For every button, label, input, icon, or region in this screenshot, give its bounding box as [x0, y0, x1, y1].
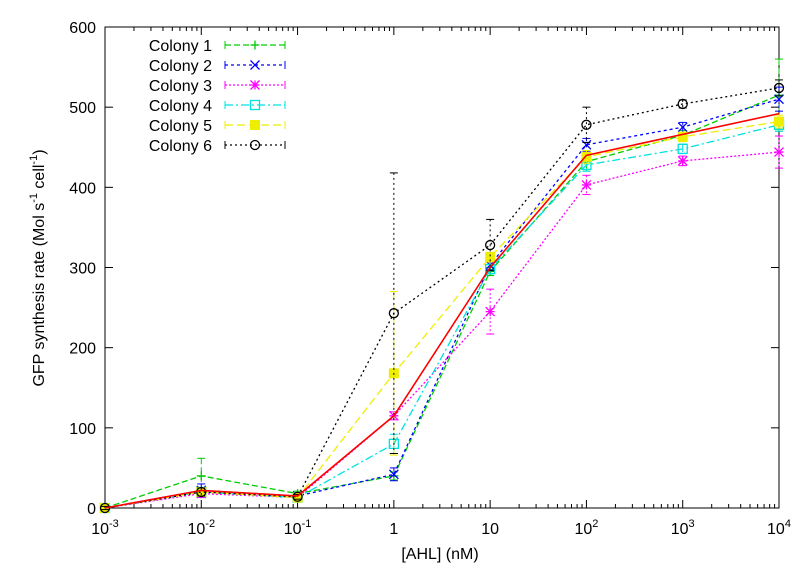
legend-swatch-marker	[249, 99, 261, 111]
series-line	[104, 98, 780, 509]
y-tick-label: 100	[69, 421, 96, 438]
data-point	[484, 239, 496, 251]
data-point	[388, 308, 400, 319]
legend-swatch-marker	[250, 60, 260, 70]
data-point	[388, 469, 399, 480]
series-7	[104, 112, 780, 509]
series-3	[100, 135, 784, 513]
data-point	[677, 98, 688, 110]
data-point	[581, 151, 592, 162]
series-line	[104, 124, 780, 509]
legend-label: Colony 5	[149, 118, 212, 135]
data-point	[581, 139, 592, 150]
y-axis-label-main: GFP synthesis rate (Mol s	[31, 203, 48, 387]
y-axis-label-end: )	[31, 149, 48, 154]
legend-label: Colony 4	[149, 98, 212, 115]
x-tick-label: 1	[389, 521, 398, 538]
legend-label: Colony 2	[149, 58, 212, 75]
legend-label: Colony 1	[149, 38, 212, 55]
y-axis-label-mid: cell	[31, 165, 48, 193]
y-tick-label: 0	[87, 501, 96, 518]
series-5	[100, 114, 784, 513]
data-point	[196, 471, 206, 481]
x-tick-label: 10-2	[187, 518, 215, 538]
data-point	[99, 502, 111, 514]
y-tick-label: 400	[69, 180, 96, 197]
data-point	[485, 252, 496, 263]
series-line	[104, 87, 780, 509]
y-axis-label-sup1: -1	[28, 193, 40, 203]
series-line	[104, 151, 780, 509]
legend-swatch-marker	[249, 139, 261, 151]
y-axis-label-sup2: -1	[28, 155, 40, 165]
data-point	[581, 119, 592, 130]
series-line	[104, 94, 780, 509]
y-axis-label: GFP synthesis rate (Mol s-1 cell-1)	[28, 149, 48, 386]
series-line	[104, 112, 780, 509]
data-point	[581, 179, 592, 190]
legend-label: Colony 3	[149, 78, 212, 95]
x-tick-label: 102	[574, 518, 598, 538]
data-point	[677, 122, 688, 133]
x-tick-label: 104	[767, 518, 791, 538]
data-point	[677, 131, 688, 142]
legend-swatch-marker	[250, 40, 260, 50]
y-tick-label: 500	[69, 100, 96, 117]
y-tick-label: 200	[69, 341, 96, 358]
x-tick-label: 10	[481, 521, 499, 538]
legend-swatch-marker	[250, 80, 260, 90]
y-tick-label: 600	[69, 20, 96, 37]
legend: Colony 1 Colony 2 Colony 3 Colony 4 Colony 5…	[149, 38, 286, 155]
data-point	[485, 306, 496, 317]
axes-frame: 0 100 200 300 400 500 600 10-3 10-2 10-1 1 10 102 103…	[69, 20, 791, 538]
data-point	[774, 116, 784, 127]
data-point	[677, 155, 688, 166]
data-point	[292, 491, 303, 502]
x-tick-label: 103	[671, 518, 695, 538]
series-layer	[99, 58, 785, 514]
legend-swatch-marker	[250, 120, 260, 130]
legend-label: Colony 6	[149, 138, 212, 155]
data-point	[677, 143, 688, 155]
y-tick-label: 300	[69, 261, 96, 278]
data-point	[773, 82, 785, 94]
data-point	[774, 147, 784, 158]
x-tick-label: 10-3	[91, 518, 119, 538]
series-line	[104, 120, 780, 509]
x-tick-label: 10-1	[284, 518, 312, 538]
x-axis-label: [AHL] (nM)	[401, 546, 478, 563]
